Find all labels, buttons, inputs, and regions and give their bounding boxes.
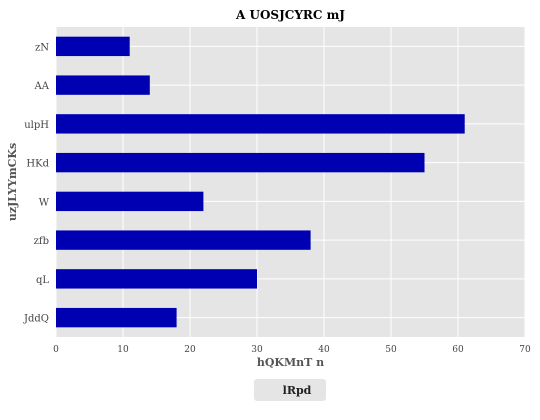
y-tick-label: W [39, 197, 50, 208]
x-tick-labels: 0 10 20 30 40 50 60 70 [53, 345, 531, 355]
bar [56, 114, 465, 134]
x-tick-label: 10 [117, 345, 129, 355]
x-tick-label: 70 [519, 345, 531, 355]
x-tick-label: 40 [318, 345, 330, 355]
plot-area [56, 27, 525, 337]
bar [56, 36, 130, 57]
y-tick-label: qL [36, 275, 49, 286]
x-axis-label: hQKMnT n [257, 356, 324, 369]
x-tick-label: 50 [385, 345, 397, 355]
bar [56, 75, 150, 95]
bar [56, 152, 425, 173]
bar [56, 230, 311, 250]
chart-title: A UOSJCYRC mJ [235, 8, 345, 22]
bar [56, 191, 204, 212]
y-tick-label: HKd [26, 159, 49, 170]
y-tick-label: JddQ [23, 314, 49, 325]
y-tick-label: zN [35, 42, 49, 53]
x-tick-label: 0 [53, 345, 59, 355]
legend: lRpd [254, 379, 326, 401]
x-tick-label: 30 [251, 345, 263, 355]
legend-label: lRpd [282, 383, 312, 397]
x-tick-label: 60 [452, 345, 464, 355]
y-tick-label: AA [34, 81, 50, 92]
y-tick-label: ulpH [24, 120, 49, 131]
y-axis-label: uzJLYYmCKs [6, 143, 19, 221]
y-tick-label: zfb [34, 236, 49, 247]
bar-series [56, 36, 465, 328]
bar [56, 307, 177, 328]
x-tick-label: 20 [184, 345, 196, 355]
bar [56, 269, 257, 289]
